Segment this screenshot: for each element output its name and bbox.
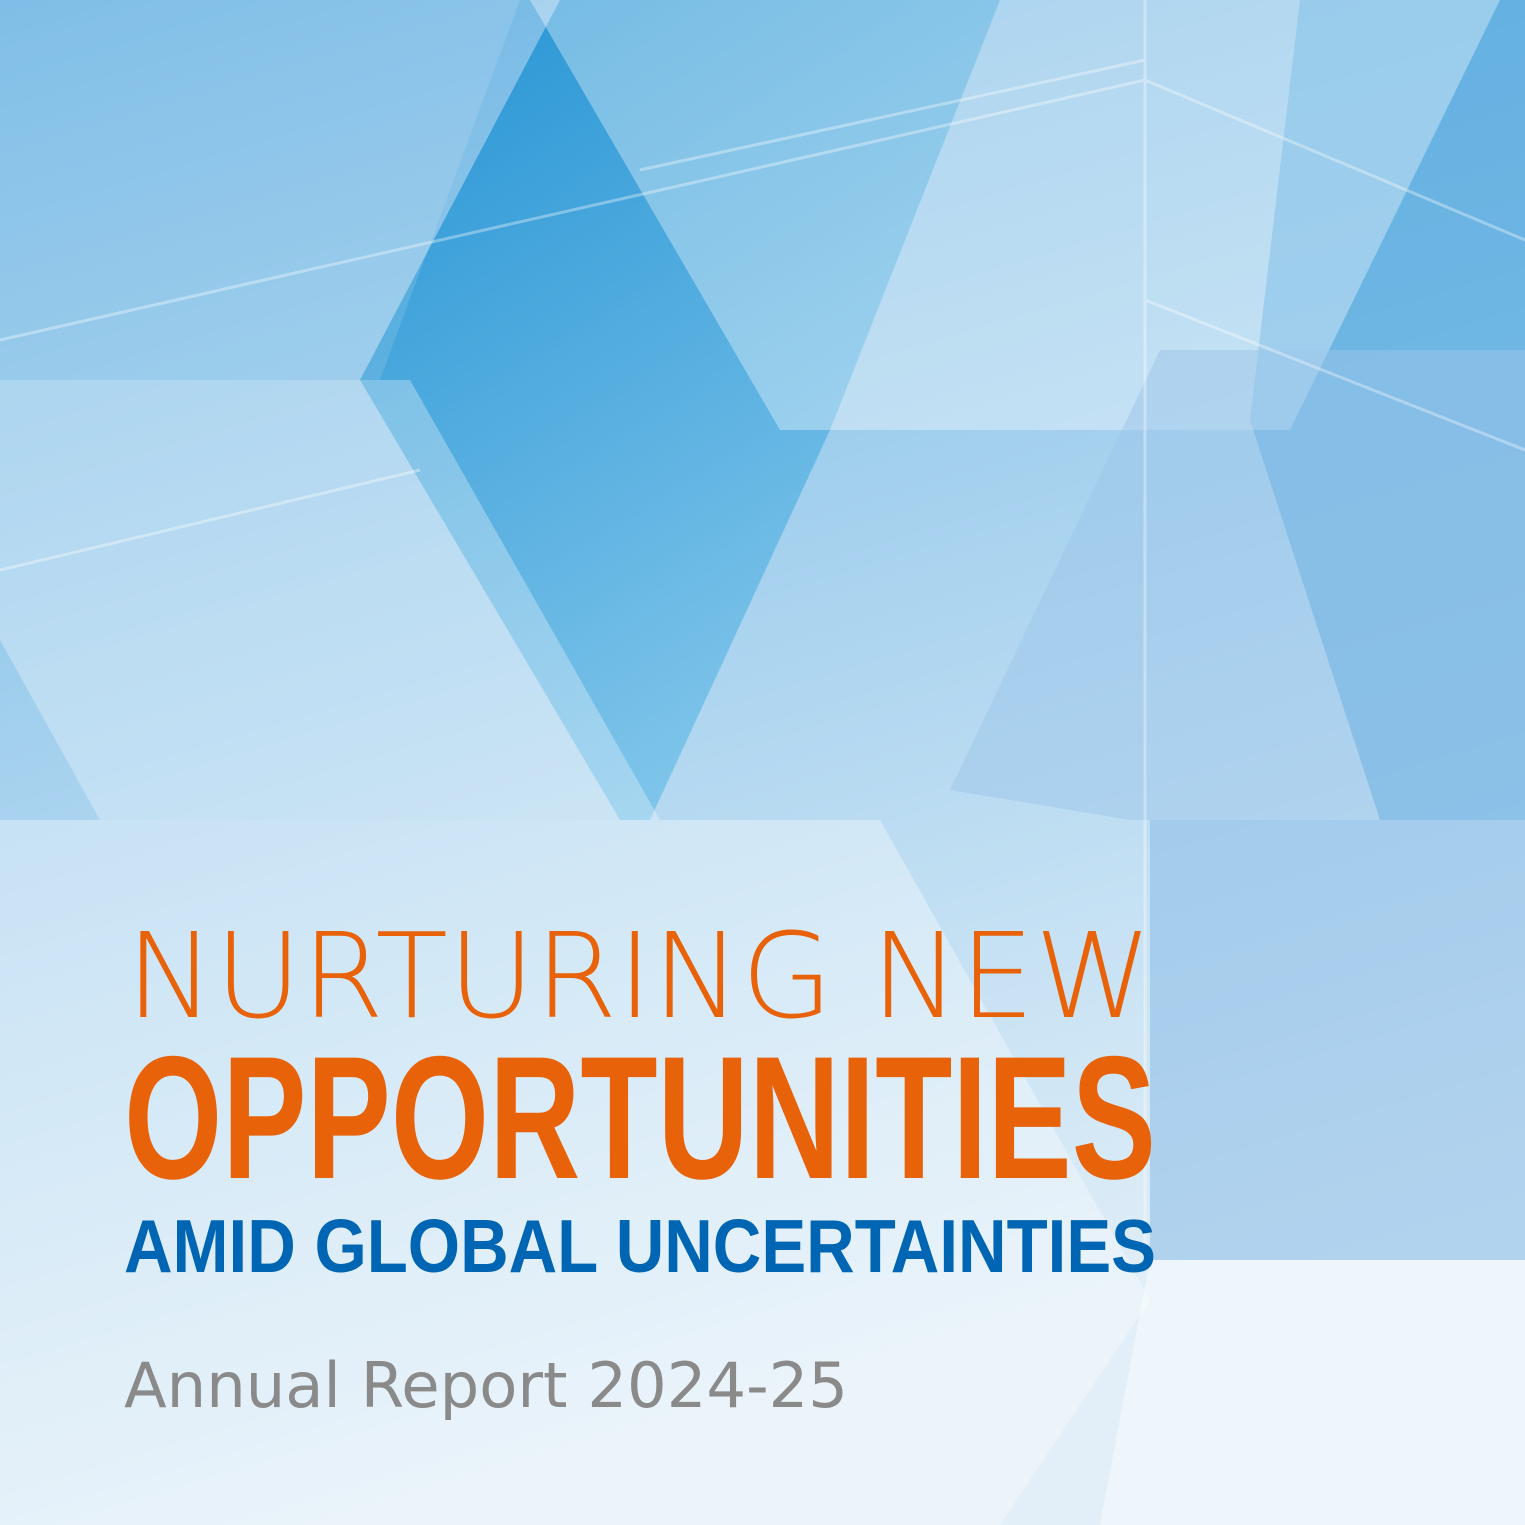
report-subtitle: Annual Report 2024-25 (124, 1349, 848, 1422)
title-line-1: NURTURING NEW (126, 907, 1152, 1045)
title-line-3: AMID GLOBAL UNCERTAINTIES (124, 1204, 1156, 1288)
title-line-2: OPPORTUNITIES (124, 1021, 1156, 1216)
